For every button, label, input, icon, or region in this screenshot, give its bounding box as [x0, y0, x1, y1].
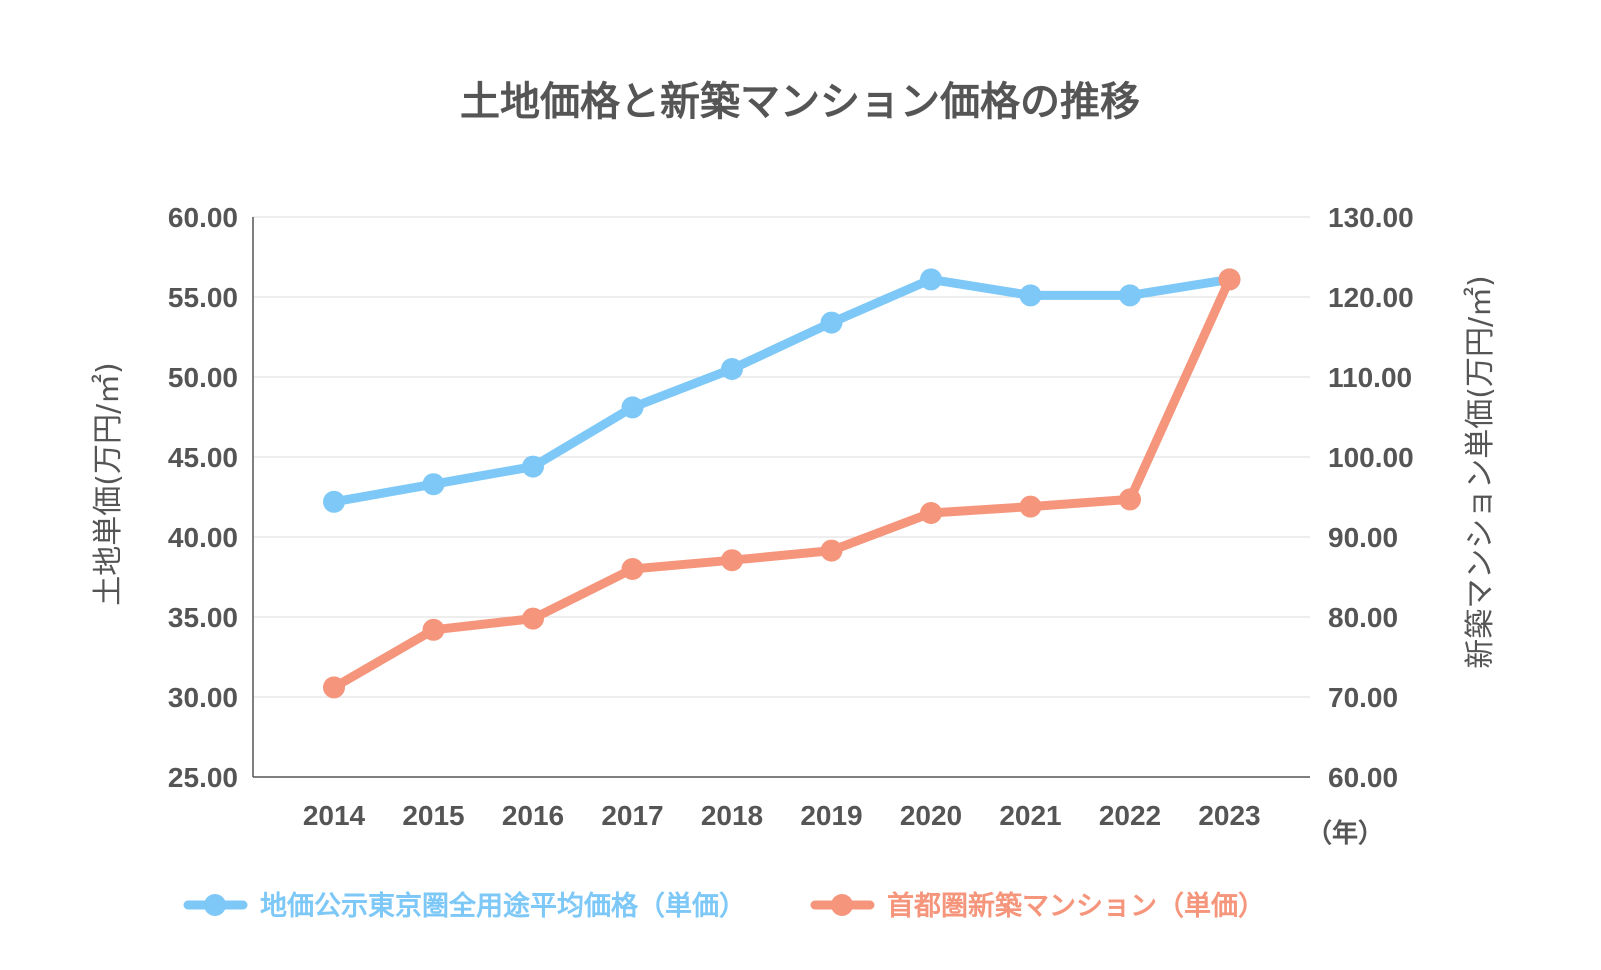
x-axis-unit: （年） [1306, 818, 1384, 849]
series-2-point [422, 618, 445, 641]
chart-title: 土地価格と新築マンション価格の推移 [460, 79, 1140, 125]
x-tick-label: 2018 [701, 800, 763, 831]
y-right-tick-label: 100.00 [1328, 442, 1414, 473]
series-1-point [422, 473, 445, 496]
y-right-tick-label: 60.00 [1328, 762, 1398, 793]
legend-label: 首都圏新築マンション（単価） [887, 890, 1265, 922]
series-1-point [820, 311, 843, 334]
legend-swatch-marker [831, 894, 853, 916]
y-left-tick-label: 50.00 [168, 362, 238, 393]
series-1-point [1119, 284, 1141, 307]
series-1-point [1019, 284, 1042, 307]
y-left-tick-label: 45.00 [168, 442, 238, 473]
y-left-tick-label: 25.00 [168, 762, 238, 793]
y-right-tick-label: 130.00 [1328, 202, 1414, 233]
series-1-point [522, 455, 544, 478]
series-2-point [721, 549, 743, 572]
series-1-point [721, 358, 743, 380]
series-2-point [1019, 495, 1042, 518]
y-left-tick-label: 35.00 [168, 602, 238, 633]
legend-item-2: 首都圏新築マンション（単価） [810, 890, 1265, 922]
y-right-tick-label: 90.00 [1328, 522, 1398, 553]
x-tick-label: 2017 [601, 800, 663, 831]
axis-layer: 25.00 30.00 35.00 40.00 45.00 50.00 55.00 60.00… [168, 202, 1414, 831]
y-axis-left-title: 土地単価(万円/㎡) [91, 362, 126, 606]
series-2-point [323, 676, 345, 699]
x-tick-label: 2020 [900, 800, 962, 831]
series-1-point [920, 268, 942, 291]
series-2-point [522, 607, 544, 630]
series-layer [323, 268, 1241, 699]
y-left-tick-label: 40.00 [168, 522, 238, 553]
x-tick-label: 2015 [402, 800, 464, 831]
x-tick-label: 2022 [1099, 800, 1161, 831]
legend-swatch-marker [204, 894, 226, 916]
legend-item-1: 地価公示東京圏全用途平均価格（単価） [183, 890, 746, 922]
series-2-point [1119, 488, 1141, 511]
series-1-point [621, 396, 644, 419]
y-left-tick-label: 55.00 [168, 282, 238, 313]
x-tick-label: 2019 [800, 800, 862, 831]
x-tick-label: 2016 [502, 800, 564, 831]
x-tick-label: 2014 [303, 800, 366, 831]
y-right-tick-label: 80.00 [1328, 602, 1398, 633]
y-right-tick-label: 70.00 [1328, 682, 1398, 713]
series-2-point [920, 502, 942, 524]
legend-label: 地価公示東京圏全用途平均価格（単価） [260, 890, 746, 922]
y-left-tick-label: 30.00 [168, 682, 238, 713]
series-2-point [621, 558, 644, 580]
series-2-point [820, 539, 843, 562]
grid-layer [253, 216, 1310, 698]
legend: 地価公示東京圏全用途平均価格（単価） 首都圏新築マンション（単価） [183, 890, 1265, 922]
y-axis-right-title: 新築マンション単価(万円/㎡) [1463, 275, 1498, 669]
x-tick-label: 2021 [999, 800, 1061, 831]
series-line-2 [329, 274, 1234, 692]
y-right-tick-label: 110.00 [1328, 362, 1412, 393]
y-left-tick-label: 60.00 [168, 202, 238, 233]
series-1-point [323, 490, 345, 513]
series-line-1 [329, 274, 1234, 507]
x-tick-label: 2023 [1198, 800, 1260, 831]
series-2-point [1218, 268, 1241, 291]
y-right-tick-label: 120.00 [1328, 282, 1414, 313]
